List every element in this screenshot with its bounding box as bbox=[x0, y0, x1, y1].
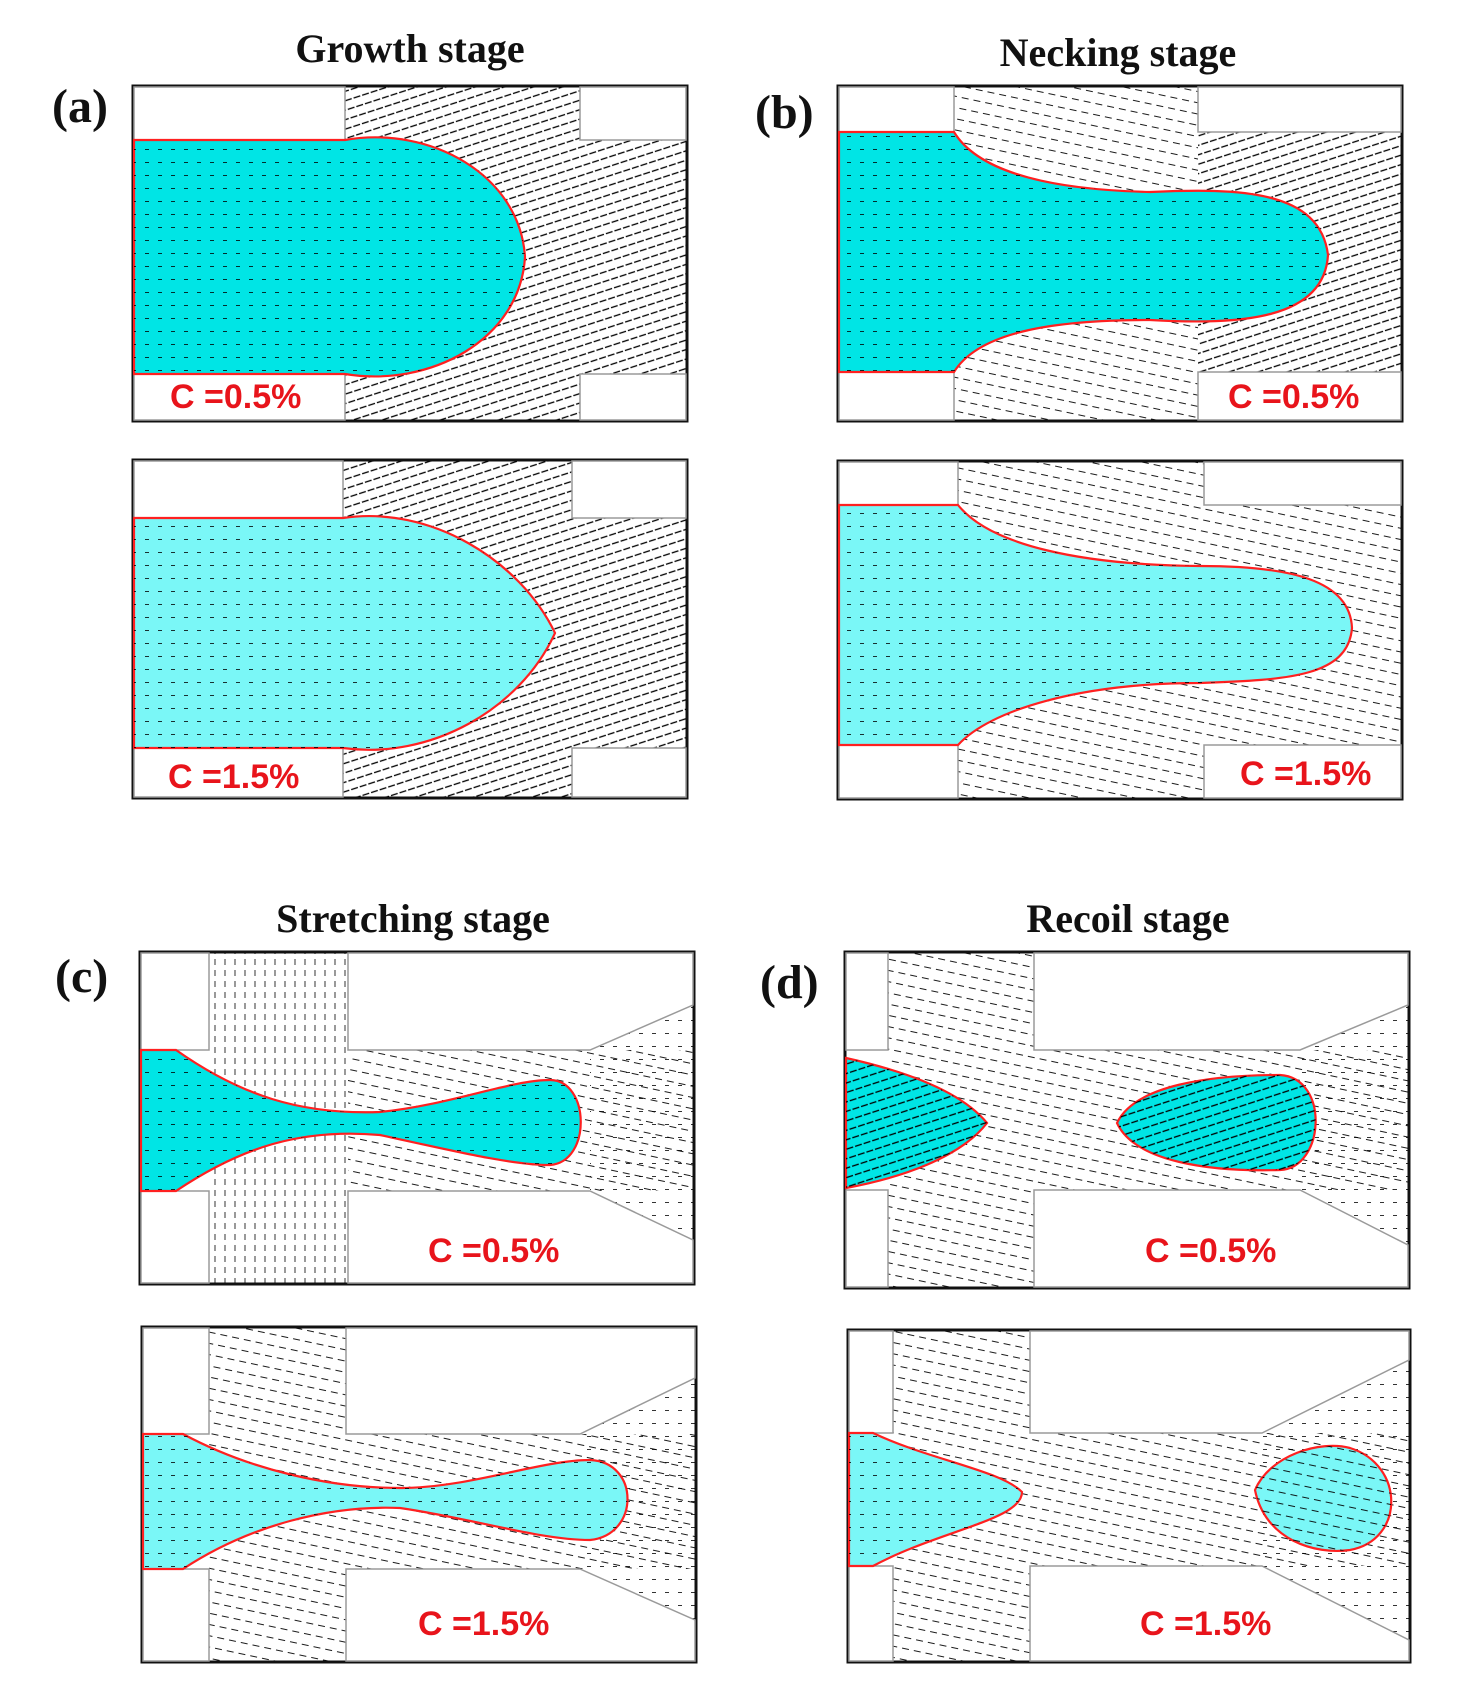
expansion-flow bbox=[1300, 1005, 1408, 1245]
subpanel-recoil-low-concentration: C =0.5% bbox=[843, 950, 1411, 1290]
concentration-label: C =1.5% bbox=[1240, 755, 1371, 793]
stage-title: Stretching stage bbox=[276, 896, 550, 941]
subpanel-recoil-high-concentration: C =1.5% bbox=[846, 1328, 1412, 1664]
stage-recoil: Recoil stage (d) C =0.5% bbox=[760, 896, 1412, 1664]
stage-necking: Necking stage (b) C =0.5% C =1. bbox=[755, 30, 1404, 801]
wall-upper-left bbox=[133, 86, 346, 141]
wall-upper-left bbox=[140, 952, 210, 1051]
wall-upper-right bbox=[1029, 1330, 1410, 1434]
wall-upper-right bbox=[347, 952, 694, 1051]
wall-lower-left bbox=[133, 747, 344, 798]
dispersed-vectors bbox=[143, 1434, 628, 1569]
wall-lower-left bbox=[848, 1565, 894, 1662]
subpanel-necking-low-concentration: C =0.5% bbox=[836, 84, 1404, 423]
wall-lower-right bbox=[1203, 744, 1402, 799]
subpanel-growth-low-concentration: C =0.5% bbox=[131, 84, 689, 423]
wall-lower-left bbox=[838, 371, 955, 421]
stage-stretching: Stretching stage (c) C =0.5% bbox=[55, 896, 698, 1664]
outlet-flow bbox=[580, 140, 686, 374]
outlet-flow bbox=[572, 518, 686, 748]
concentration-label: C =1.5% bbox=[418, 1605, 549, 1643]
subpanel-stretching-high-concentration: C =1.5% bbox=[140, 1325, 698, 1664]
panel-letter: (b) bbox=[755, 86, 814, 139]
wall-upper-right bbox=[579, 86, 687, 141]
expansion-flow bbox=[580, 1378, 695, 1620]
concentration-label: C =0.5% bbox=[170, 378, 301, 416]
expansion-flow bbox=[590, 1005, 693, 1240]
subpanel-necking-high-concentration: C =1.5% bbox=[836, 459, 1404, 801]
wall-upper-left bbox=[848, 1330, 894, 1434]
droplet-vectors bbox=[1255, 1445, 1392, 1551]
wall-upper-right bbox=[345, 1327, 696, 1435]
panel-letter: (d) bbox=[760, 956, 819, 1009]
stage-title: Growth stage bbox=[295, 26, 524, 71]
wall-lower-left bbox=[845, 1189, 889, 1288]
concentration-label: C =1.5% bbox=[1140, 1605, 1271, 1643]
wall-upper-left bbox=[838, 461, 959, 506]
dispersed-vectors bbox=[839, 132, 1328, 372]
wall-lower-left bbox=[140, 1190, 210, 1284]
stage-growth: Growth stage (a) C =0.5% C =1.5 bbox=[52, 26, 689, 800]
wall-lower-right bbox=[345, 1568, 696, 1662]
wall-upper-left bbox=[142, 1327, 210, 1435]
wall-lower-left bbox=[838, 744, 959, 799]
wall-lower-right bbox=[1029, 1565, 1410, 1662]
subpanel-stretching-low-concentration: C =0.5% bbox=[138, 950, 696, 1286]
panel-letter: (c) bbox=[55, 950, 108, 1003]
wall-lower-right bbox=[1033, 1189, 1409, 1288]
droplet-vectors bbox=[1117, 1075, 1316, 1171]
dispersed-vectors bbox=[134, 137, 525, 377]
wall-lower-right bbox=[571, 747, 687, 798]
stage-title: Recoil stage bbox=[1026, 896, 1229, 941]
wall-lower-right bbox=[1197, 371, 1402, 421]
wall-upper-right bbox=[1197, 86, 1402, 133]
wall-lower-right bbox=[347, 1190, 694, 1284]
wall-upper-left bbox=[845, 952, 889, 1051]
dispersed-vectors bbox=[141, 1050, 581, 1191]
wall-upper-right bbox=[1033, 952, 1409, 1051]
thread-vectors bbox=[849, 1433, 1022, 1566]
subpanel-growth-high-concentration: C =1.5% bbox=[131, 458, 689, 800]
thread-vectors bbox=[846, 1058, 987, 1188]
concentration-label: C =0.5% bbox=[1228, 378, 1359, 416]
wall-lower-right bbox=[579, 373, 687, 421]
wall-upper-right bbox=[1203, 461, 1402, 506]
wall-upper-right bbox=[571, 460, 687, 519]
dispersed-vectors bbox=[839, 505, 1352, 745]
wall-lower-left bbox=[142, 1568, 210, 1662]
concentration-label: C =0.5% bbox=[1145, 1232, 1276, 1270]
wall-upper-left bbox=[838, 86, 955, 133]
concentration-label: C =0.5% bbox=[428, 1232, 559, 1270]
stage-title: Necking stage bbox=[1000, 30, 1237, 75]
dispersed-vectors bbox=[134, 516, 555, 750]
wall-upper-left bbox=[133, 460, 344, 519]
concentration-label: C =1.5% bbox=[168, 758, 299, 796]
panel-letter: (a) bbox=[52, 80, 108, 133]
